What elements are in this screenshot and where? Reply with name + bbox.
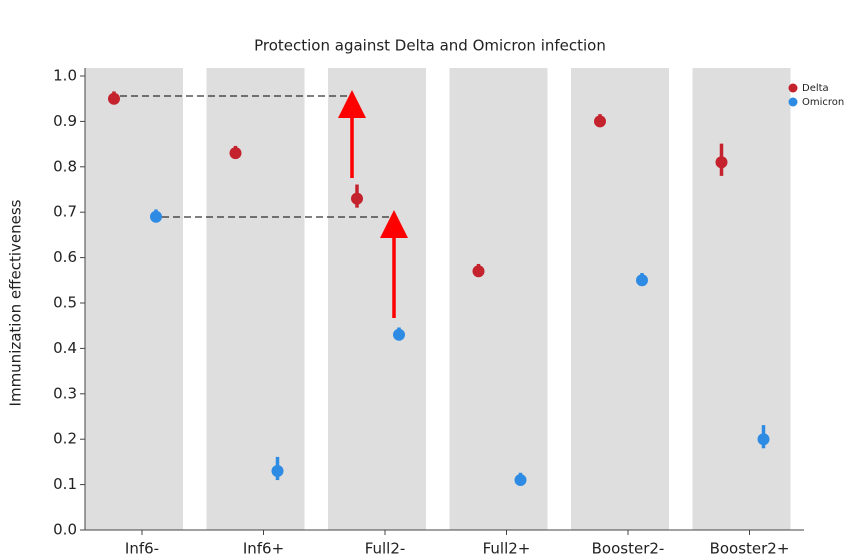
data-point [229, 147, 242, 160]
category-band [328, 68, 426, 530]
data-point [393, 328, 405, 341]
y-tick-label: 0.6 [53, 248, 77, 266]
y-tick-label: 0.3 [53, 384, 77, 402]
data-point [150, 210, 162, 223]
data-point [108, 92, 120, 105]
x-tick-label: Inf6+ [243, 540, 284, 558]
category-band [206, 68, 305, 530]
y-axis-label: Immunization effectiveness [7, 199, 25, 406]
y-tick-label: 0.9 [53, 112, 77, 130]
legend-label: Omicron [802, 97, 844, 108]
category-band [449, 68, 548, 530]
chart-title: Protection against Delta and Omicron inf… [254, 37, 606, 55]
legend-swatch [788, 97, 798, 107]
x-tick-label: Full2- [365, 540, 406, 558]
y-tick-label: 0.0 [53, 521, 77, 539]
legend: Delta Omicron [788, 83, 844, 108]
data-point [472, 265, 485, 278]
legend-swatch [788, 83, 798, 93]
data-point [715, 156, 728, 169]
legend-label: Delta [802, 83, 829, 94]
y-tick-label: 0.5 [53, 294, 77, 312]
category-band [85, 68, 183, 530]
data-point [636, 274, 648, 287]
x-tick-label: Booster2- [592, 540, 665, 558]
y-tick-label: 0.8 [53, 157, 77, 175]
data-point [271, 464, 284, 477]
category-band [571, 68, 669, 530]
data-point [594, 115, 606, 128]
data-point [757, 433, 770, 446]
category-band [692, 68, 791, 530]
x-tick-label: Full2+ [483, 540, 531, 558]
x-tick-label: Inf6- [125, 540, 159, 558]
y-tick-label: 1.0 [53, 67, 77, 85]
x-tick-label: Booster2+ [710, 540, 790, 558]
data-point [514, 474, 527, 487]
y-tick-label: 0.2 [53, 430, 77, 448]
y-tick-label: 0.4 [53, 339, 77, 357]
y-tick-label: 0.1 [53, 475, 77, 493]
y-tick-label: 0.7 [53, 203, 77, 221]
data-point [351, 192, 363, 205]
